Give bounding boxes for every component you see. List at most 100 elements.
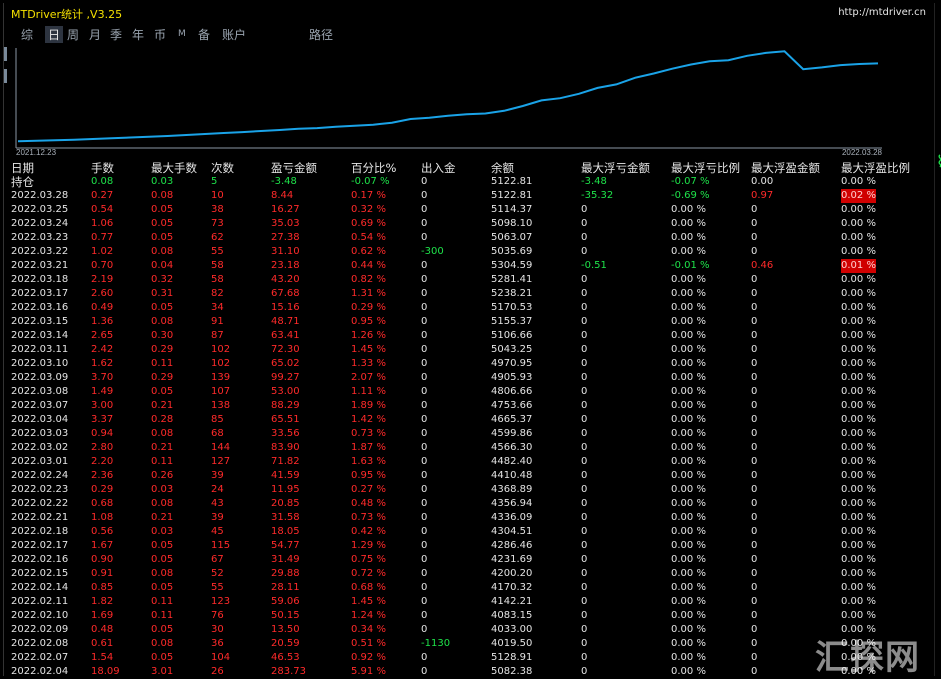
daily-stats-table: 日期 手数 最大手数 次数 盈亏金额 百分比% 出入金 余额 最大浮亏金额 最大浮亏比例 最大浮盈金… — [4, 161, 934, 676]
mtdriver-stats-window: MTDriver统计 ,V3.25 http://mtdriver.cn 综日周… — [3, 3, 935, 676]
header-max-float-loss-pct[interactable]: 最大浮亏比例 — [671, 161, 740, 175]
table-row[interactable]: 2022.02.15 0.91 0.08 52 29.88 0.72 % 0 4200.20 0… — [4, 567, 934, 581]
table-row[interactable]: 2022.03.22 1.02 0.08 55 31.10 0.62 % -300 5035.… — [4, 245, 934, 259]
header-io[interactable]: 出入金 — [421, 161, 456, 175]
table-row[interactable]: 2022.02.11 1.82 0.11 123 59.06 1.45 % 0 4142.21… — [4, 595, 934, 609]
tab-2[interactable]: 周 — [67, 28, 80, 42]
cell-max-float-profit-pct: 0.00 % — [841, 428, 876, 439]
tab-5[interactable]: 年 — [132, 28, 145, 42]
cell-max-float-profit-pct: 0.00 % — [841, 358, 876, 369]
cell-pct: 1.11 % — [351, 386, 386, 397]
table-row[interactable]: 2022.02.23 0.29 0.03 24 11.95 0.27 % 0 4368.89 0… — [4, 483, 934, 497]
table-row[interactable]: 2022.02.04 18.09 3.01 26 283.73 5.91 % 0 5082.3… — [4, 665, 934, 676]
cell-date: 2022.03.24 — [11, 218, 69, 229]
cell-max-float-profit: 0 — [751, 428, 758, 439]
table-row[interactable]: 2022.02.24 2.36 0.26 39 41.59 0.95 % 0 4410.48 0… — [4, 469, 934, 483]
table-row[interactable]: 2022.03.03 0.94 0.08 68 33.56 0.73 % 0 4599.86 0… — [4, 427, 934, 441]
cell-max-float-loss: 0 — [581, 330, 588, 341]
cell-max-float-loss: 0 — [581, 246, 588, 257]
cell-pct: 1.89 % — [351, 400, 386, 411]
table-row[interactable]: 2022.03.04 3.37 0.28 85 65.51 1.42 % 0 4665.37 0… — [4, 413, 934, 427]
table-row[interactable]: 2022.02.10 1.69 0.11 76 50.15 1.24 % 0 4083.15 0… — [4, 609, 934, 623]
cell-count: 138 — [211, 400, 231, 411]
cell-max-lots: 0.08 — [151, 316, 174, 327]
cell-max-float-loss: 0 — [581, 428, 588, 439]
table-row[interactable]: 2022.02.22 0.68 0.08 43 20.85 0.48 % 0 4356.94 0… — [4, 497, 934, 511]
table-row[interactable]: 2022.02.17 1.67 0.05 115 54.77 1.29 % 0 4286.46… — [4, 539, 934, 553]
tab-4[interactable]: 季 — [110, 28, 123, 42]
cell-count: 102 — [211, 358, 231, 369]
table-row[interactable]: 2022.03.01 2.20 0.11 127 71.82 1.63 % 0 4482.40… — [4, 455, 934, 469]
table-row[interactable]: 2022.03.15 1.36 0.08 91 48.71 0.95 % 0 5155.37 0… — [4, 315, 934, 329]
table-row[interactable]: 2022.03.24 1.06 0.05 73 35.03 0.69 % 0 5098.10 0… — [4, 217, 934, 231]
title-bar: MTDriver统计 ,V3.25 http://mtdriver.cn — [4, 3, 934, 22]
header-lots[interactable]: 手数 — [91, 161, 114, 175]
table-row[interactable]: 2022.02.08 0.61 0.08 36 20.59 0.51 % -1130 4019… — [4, 637, 934, 651]
table-row[interactable]: 2022.03.09 3.70 0.29 139 99.27 2.07 % 0 4905.93… — [4, 371, 934, 385]
cell-pct: 0.69 % — [351, 218, 386, 229]
header-date[interactable]: 日期 — [11, 161, 34, 175]
tab-10[interactable]: 路径 — [309, 28, 334, 42]
table-row[interactable]: 2022.02.14 0.85 0.05 55 28.11 0.68 % 0 4170.32 0… — [4, 581, 934, 595]
cell-date: 2022.03.28 — [11, 190, 69, 201]
header-max-float-loss[interactable]: 最大浮亏金额 — [581, 161, 650, 175]
header-pct[interactable]: 百分比% — [351, 161, 397, 175]
app-url-link[interactable]: http://mtdriver.cn — [838, 7, 926, 18]
header-max-float-profit[interactable]: 最大浮盈金额 — [751, 161, 820, 175]
header-pl[interactable]: 盈亏金额 — [271, 161, 317, 175]
table-row[interactable]: 2022.03.08 1.49 0.05 107 53.00 1.11 % 0 4806.66… — [4, 385, 934, 399]
cell-lots: 2.80 — [91, 442, 114, 453]
cell-count: 55 — [211, 582, 224, 593]
header-balance[interactable]: 余额 — [491, 161, 514, 175]
table-row[interactable]: 2022.02.21 1.08 0.21 39 31.58 0.73 % 0 4336.09 0… — [4, 511, 934, 525]
table-row[interactable]: 2022.02.07 1.54 0.05 104 46.53 0.92 % 0 5128.91… — [4, 651, 934, 665]
cell-max-lots: 0.05 — [151, 386, 174, 397]
header-max-lots[interactable]: 最大手数 — [151, 161, 197, 175]
header-max-float-profit-pct[interactable]: 最大浮盈比例 — [841, 161, 910, 175]
table-row[interactable]: 2022.03.11 2.42 0.29 102 72.30 1.45 % 0 5043.25… — [4, 343, 934, 357]
cell-max-lots: 0.05 — [151, 232, 174, 243]
cell-date: 2022.03.08 — [11, 386, 69, 397]
cell-lots: 1.54 — [91, 652, 114, 663]
cell-pct: 1.45 % — [351, 596, 386, 607]
table-row[interactable]: 2022.03.10 1.62 0.11 102 65.02 1.33 % 0 4970.95… — [4, 357, 934, 371]
cell-max-float-loss: 0 — [581, 414, 588, 425]
tab-6[interactable]: 币 — [154, 28, 167, 42]
cell-balance: 4905.93 — [491, 372, 533, 383]
cell-max-float-loss-pct: 0.00 % — [671, 484, 706, 495]
table-row[interactable]: 2022.03.02 2.80 0.21 144 83.90 1.87 % 0 4566.30… — [4, 441, 934, 455]
cell-io: 0 — [421, 386, 428, 397]
table-row[interactable]: 2022.02.18 0.56 0.03 45 18.05 0.42 % 0 4304.51 0… — [4, 525, 934, 539]
table-row[interactable]: 2022.02.09 0.48 0.05 30 13.50 0.34 % 0 4033.00 0… — [4, 623, 934, 637]
tab-8[interactable]: 备 — [198, 28, 211, 42]
cell-max-float-loss: -0.51 — [581, 260, 607, 271]
table-row[interactable]: 2022.02.16 0.90 0.05 67 31.49 0.75 % 0 4231.69 0… — [4, 553, 934, 567]
table-row[interactable]: 2022.03.28 0.27 0.08 10 8.44 0.17 % 0 5122.81 -3… — [4, 189, 934, 203]
table-row[interactable]: 2022.03.18 2.19 0.32 58 43.20 0.82 % 0 5281.41 0… — [4, 273, 934, 287]
header-count[interactable]: 次数 — [211, 161, 234, 175]
cell-max-float-loss-pct: 0.00 % — [671, 372, 706, 383]
table-row[interactable]: 2022.03.25 0.54 0.05 38 16.27 0.32 % 0 5114.37 0… — [4, 203, 934, 217]
table-row[interactable]: 2022.03.14 2.65 0.30 87 63.41 1.26 % 0 5106.66 0… — [4, 329, 934, 343]
cell-max-float-profit-pct: 0.00 % — [841, 652, 876, 663]
cell-max-float-profit-pct: 0.00 % — [841, 624, 876, 635]
table-row[interactable]: 2022.03.23 0.77 0.05 62 27.38 0.54 % 0 5063.07 0… — [4, 231, 934, 245]
cell-io: 0 — [421, 400, 428, 411]
tab-1[interactable]: 日 — [45, 26, 64, 43]
tab-3[interactable]: 月 — [89, 28, 102, 42]
cell-pct: 1.33 % — [351, 358, 386, 369]
cell-max-float-loss: 0 — [581, 638, 588, 649]
table-row[interactable]: 2022.03.17 2.60 0.31 82 67.68 1.31 % 0 5238.21 0… — [4, 287, 934, 301]
cell-max-float-loss: 0 — [581, 498, 588, 509]
tab-7[interactable]: M — [178, 29, 186, 39]
cell-pl: 27.38 — [271, 232, 300, 243]
table-row[interactable]: 2022.03.16 0.49 0.05 34 15.16 0.29 % 0 5170.53 0… — [4, 301, 934, 315]
cell-max-float-profit: 0 — [751, 316, 758, 327]
cell-max-float-profit: 0 — [751, 554, 758, 565]
table-row[interactable]: 2022.03.21 0.70 0.04 58 23.18 0.44 % 0 5304.59 -… — [4, 259, 934, 273]
cell-pct: 0.68 % — [351, 582, 386, 593]
tab-0[interactable]: 综 — [21, 28, 34, 42]
tab-9[interactable]: 账户 — [222, 28, 247, 42]
table-row[interactable]: 2022.03.07 3.00 0.21 138 88.29 1.89 % 0 4753.66… — [4, 399, 934, 413]
cell-io: 0 — [421, 372, 428, 383]
